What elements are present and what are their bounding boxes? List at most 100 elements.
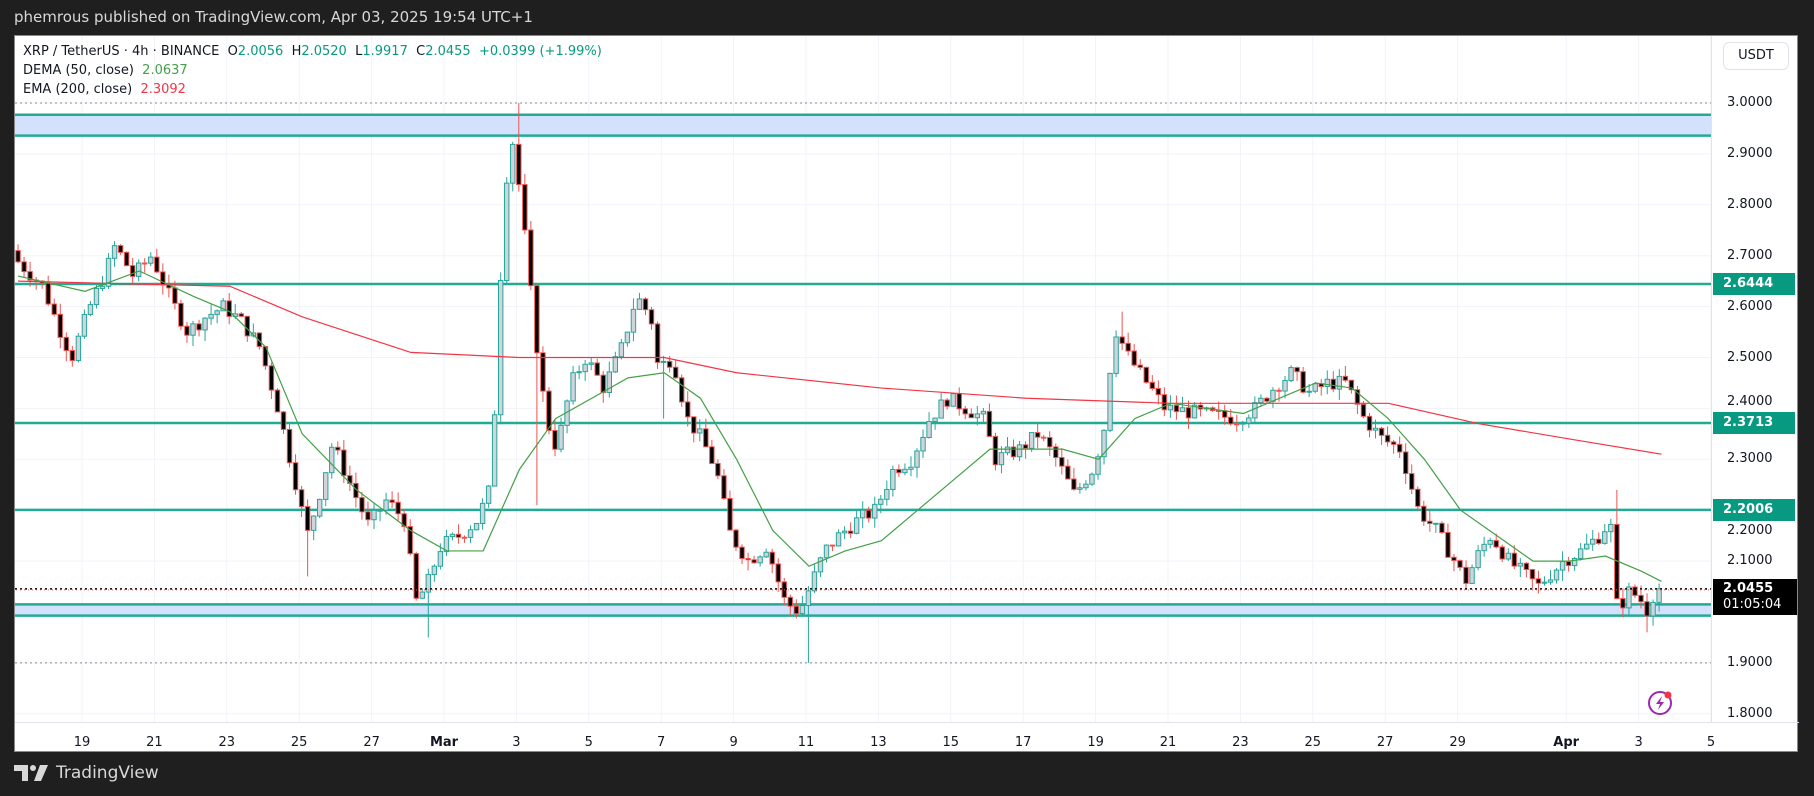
candle [950, 393, 956, 407]
candle [1577, 543, 1584, 561]
candle [1523, 561, 1530, 578]
candle [1402, 443, 1409, 484]
candle [1040, 434, 1047, 442]
ema-200-line [18, 280, 1662, 455]
price-tick-label: 2.4000 [1727, 394, 1773, 409]
price-tick-label: 2.5000 [1727, 349, 1773, 365]
candle [292, 454, 299, 495]
candle-body [1071, 478, 1077, 490]
candle [1264, 396, 1270, 404]
candle [51, 298, 57, 317]
candle-body [992, 435, 999, 466]
candle-body [757, 556, 763, 564]
candle [1252, 396, 1258, 424]
candle-body [853, 517, 860, 534]
candle-body [546, 390, 552, 431]
candle [1535, 570, 1542, 594]
candle [1427, 510, 1433, 532]
candle-body [805, 590, 812, 607]
candle-body [793, 605, 800, 615]
level-price-badge: 2.2006 [1713, 498, 1795, 521]
candle-body [341, 449, 347, 477]
time-tick-label: 7 [657, 735, 666, 750]
candle [202, 317, 208, 341]
candle [847, 522, 854, 539]
candle [497, 272, 504, 425]
candle-body [1040, 436, 1047, 439]
time-tick-label: Apr [1553, 735, 1580, 750]
candle-body [154, 256, 160, 273]
candle-body [1131, 350, 1137, 366]
candle [1457, 559, 1463, 571]
candle-body [57, 313, 63, 338]
candle-body [938, 399, 944, 419]
candle [1571, 556, 1578, 571]
symbol-title[interactable]: XRP / TetherUS · 4h · BINANCE [23, 44, 220, 59]
candle-body [642, 298, 649, 311]
close-label: C [416, 44, 426, 59]
ema-row[interactable]: EMA (200, close) 2.3092 [23, 80, 602, 99]
candle-body [775, 563, 781, 583]
candle-body [612, 356, 619, 373]
candle [142, 258, 148, 273]
candle-body [817, 557, 824, 573]
candle [974, 405, 981, 426]
candle-body [1366, 415, 1373, 431]
lightning-icon[interactable] [1645, 688, 1675, 718]
candle-body [1306, 390, 1312, 393]
candle [1409, 464, 1415, 495]
candle-body [986, 410, 993, 437]
candle [1137, 359, 1143, 371]
candle-body [691, 416, 697, 434]
candle-body [648, 309, 655, 325]
candle [335, 441, 341, 455]
ema-value: 2.3092 [140, 82, 186, 97]
candle-body [1632, 586, 1638, 596]
price-axis-divider [1711, 36, 1712, 722]
candle-body [1354, 389, 1361, 405]
candle-body [763, 551, 769, 558]
candle-body [256, 332, 263, 348]
candle-body [727, 497, 733, 531]
time-tick-label: 9 [729, 735, 738, 750]
candle-body [582, 363, 588, 373]
candle [926, 412, 932, 439]
currency-button[interactable]: USDT [1723, 42, 1789, 70]
candle-body [1149, 381, 1155, 389]
candle [799, 595, 806, 615]
candle-body [1010, 446, 1017, 458]
candle [721, 469, 727, 501]
candle [123, 251, 130, 267]
candle [377, 509, 383, 522]
candle [310, 515, 317, 541]
candle-body [443, 536, 450, 553]
candle-body [510, 143, 516, 184]
price-chart[interactable] [15, 36, 1711, 722]
candle [775, 558, 781, 592]
candle-body [1077, 487, 1083, 490]
candle [1246, 414, 1252, 428]
candle [1294, 366, 1300, 381]
candle-body [437, 551, 444, 567]
dema-row[interactable]: DEMA (50, close) 2.0637 [23, 61, 602, 80]
candle-body [1125, 342, 1131, 352]
candle-body [21, 261, 27, 273]
chart-frame[interactable]: XRP / TetherUS · 4h · BINANCE O2.0056 H2… [14, 35, 1799, 752]
candle [1071, 467, 1077, 491]
candle-body [1463, 566, 1469, 584]
candle-body [1372, 427, 1379, 431]
candle [866, 506, 872, 523]
candle [787, 594, 793, 615]
price-tick-label: 1.8000 [1727, 705, 1773, 721]
candle-body [1402, 451, 1409, 475]
tradingview-logo[interactable]: TradingView [14, 763, 159, 783]
candle [564, 399, 570, 434]
candle-body [1228, 416, 1234, 425]
candle [1632, 584, 1638, 598]
time-tick-label: 23 [1232, 735, 1249, 750]
candle-body [202, 317, 208, 331]
candle-body [570, 372, 576, 402]
candle-body [286, 428, 293, 464]
candle [576, 365, 582, 380]
time-axis-divider [15, 722, 1799, 723]
